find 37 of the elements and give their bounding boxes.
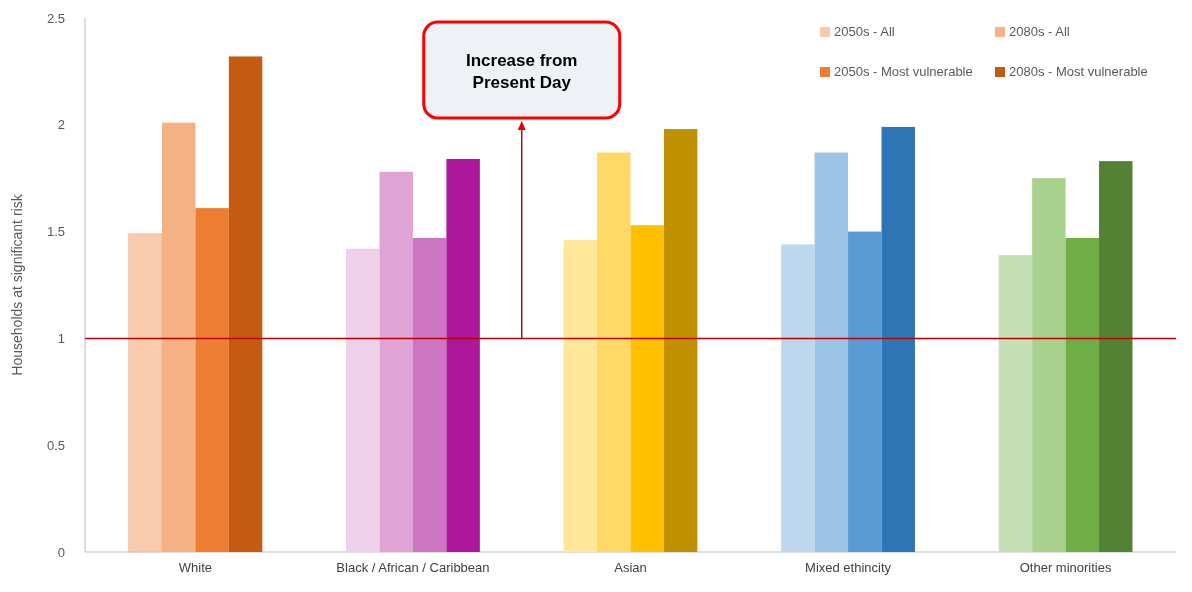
legend-label: 2050s - All xyxy=(834,24,895,39)
annotation: Increase from Present Day xyxy=(465,51,578,92)
bar xyxy=(663,129,698,552)
y-tick-label: 0.5 xyxy=(46,437,65,453)
bar xyxy=(781,244,815,552)
bar xyxy=(814,152,849,552)
x-tick-label: White xyxy=(178,560,213,575)
bar xyxy=(128,233,163,553)
bar xyxy=(998,255,1033,552)
y-tick-label: 0 xyxy=(57,544,65,560)
bar xyxy=(597,152,631,552)
bar xyxy=(412,238,447,552)
legend-label: 2080s - All xyxy=(1009,24,1070,39)
bar xyxy=(161,122,196,552)
y-tick-label: 1 xyxy=(57,330,65,346)
x-tick-label: Black / African / Caribbean xyxy=(336,560,490,575)
bar xyxy=(563,240,598,552)
bar xyxy=(228,56,263,552)
bar xyxy=(195,208,229,552)
x-tick-label: Other minorities xyxy=(1019,560,1112,575)
bar xyxy=(1032,178,1066,552)
y-axis-title: Households at significant risk xyxy=(9,193,25,376)
bar xyxy=(346,248,380,552)
bar xyxy=(848,231,882,552)
bar xyxy=(630,225,664,552)
legend-label: 2080s - Most vulnerable xyxy=(1009,64,1148,79)
bar xyxy=(881,126,915,552)
y-tick-label: 2.5 xyxy=(46,10,65,26)
bar xyxy=(1065,238,1100,552)
x-tick-label: Asian xyxy=(614,560,647,575)
bar xyxy=(1099,161,1133,552)
legend-label: 2050s - Most vulnerable xyxy=(834,64,973,79)
bar xyxy=(446,158,480,552)
y-tick-label: 1.5 xyxy=(46,224,65,240)
x-tick-label: Mixed ethincity xyxy=(805,560,892,575)
bar xyxy=(379,171,413,552)
y-tick-label: 2 xyxy=(57,117,65,133)
